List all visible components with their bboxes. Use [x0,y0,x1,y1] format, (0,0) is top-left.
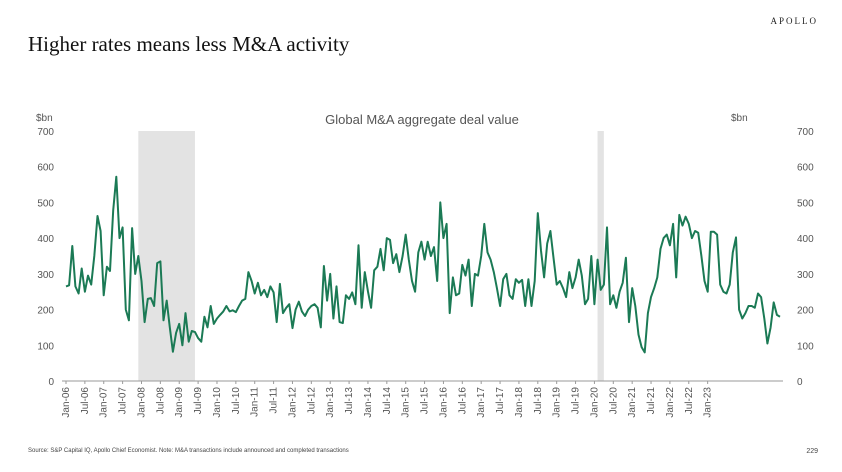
y-tick-left: 400 [37,234,54,245]
y-tick-right: 0 [797,377,803,388]
x-tick-label: Jul-06 [80,387,91,415]
x-tick-label: Jan-06 [61,387,72,418]
x-tick-label: Jan-22 [665,387,676,418]
x-tick-label: Jul-10 [231,387,242,415]
y-axis-left: 0 100 200 300 400 500 600 700 [37,127,54,388]
y-axis-right: 0 100 200 300 400 500 600 700 [797,127,814,388]
chart-title: Global M&A aggregate deal value [325,112,519,127]
x-tick-label: Jul-22 [684,387,695,415]
page-number: 229 [806,448,818,455]
x-tick-label: Jan-20 [589,387,600,418]
x-tick-label: Jan-21 [627,387,638,418]
source-note: Source: S&P Capital IQ, Apollo Chief Eco… [28,448,349,454]
x-tick-label: Jan-09 [174,387,185,418]
y-tick-right: 300 [797,270,814,281]
x-tick-label: Jan-10 [212,387,223,418]
x-tick-label: Jan-11 [250,387,261,417]
x-axis: Jan-06 Jul-06 Jan-07 Jul-07 Jan-08 Jul-08 Jan-… [61,381,714,418]
x-tick-label: Jul-13 [344,387,355,415]
y-tick-right: 400 [797,234,814,245]
x-tick-label: Jul-14 [382,387,393,415]
x-tick-label: Jan-15 [401,387,412,418]
x-tick-label: Jan-18 [514,387,525,418]
y-axis-left-label: $bn [36,113,53,124]
y-tick-left: 100 [37,341,54,352]
y-tick-left: 600 [37,163,54,174]
y-tick-left: 300 [37,270,54,281]
recession-shading-1 [597,131,604,381]
y-tick-right: 700 [797,127,814,138]
x-tick-label: Jan-13 [325,387,336,418]
x-tick-label: Jul-17 [495,387,506,415]
x-tick-label: Jul-21 [646,387,657,415]
x-tick-label: Jul-11 [269,387,280,414]
y-tick-left: 200 [37,306,54,317]
page-title: Higher rates means less M&A activity [28,32,350,56]
x-tick-label: Jul-08 [155,387,166,415]
y-tick-right: 200 [797,306,814,317]
x-tick-label: Jan-23 [703,387,714,418]
y-tick-left: 0 [48,377,54,388]
x-tick-label: Jan-07 [99,387,110,418]
x-tick-label: Jul-07 [118,387,129,415]
x-tick-label: Jan-16 [438,387,449,418]
x-tick-label: Jul-18 [533,387,544,415]
y-tick-left: 500 [37,198,54,209]
x-tick-label: Jan-12 [287,387,298,418]
x-tick-label: Jul-20 [608,387,619,415]
x-tick-label: Jan-08 [136,387,147,418]
x-tick-label: Jan-14 [363,387,374,418]
y-tick-right: 600 [797,163,814,174]
x-tick-label: Jan-17 [476,387,487,418]
x-tick-label: Jul-15 [420,387,431,415]
y-tick-left: 700 [37,127,54,138]
x-tick-label: Jul-19 [571,387,582,415]
y-tick-right: 500 [797,198,814,209]
recession-shading-group [138,131,604,381]
brand-logo: APOLLO [770,16,818,26]
x-tick-label: Jul-16 [457,387,468,415]
x-tick-label: Jan-19 [552,387,563,418]
series-line [65,175,781,354]
y-tick-right: 100 [797,341,814,352]
x-tick-label: Jul-09 [193,387,204,415]
y-axis-right-label: $bn [731,113,748,124]
x-tick-label: Jul-12 [306,387,317,415]
recession-shading-0 [138,131,195,381]
